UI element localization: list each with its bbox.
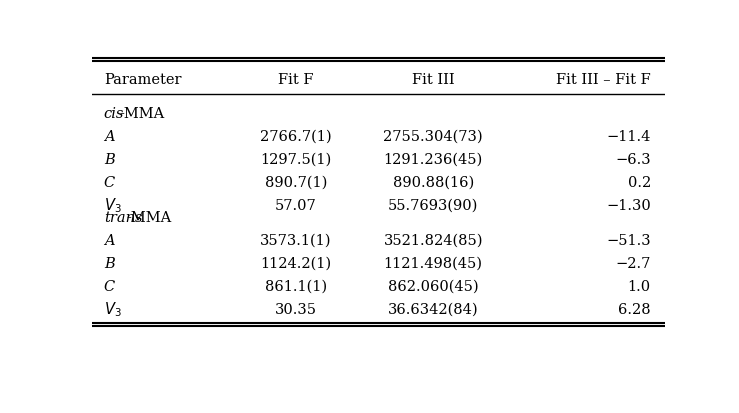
Text: $V_3$: $V_3$: [103, 300, 121, 318]
Text: 30.35: 30.35: [275, 302, 317, 316]
Text: 890.7(1): 890.7(1): [265, 175, 327, 189]
Text: 1121.498(45): 1121.498(45): [384, 256, 483, 271]
Text: Parameter: Parameter: [103, 73, 181, 87]
Text: 3573.1(1): 3573.1(1): [260, 234, 332, 247]
Text: B: B: [103, 152, 115, 166]
Text: 36.6342(84): 36.6342(84): [388, 302, 478, 316]
Text: 2766.7(1): 2766.7(1): [260, 129, 332, 143]
Text: 1124.2(1): 1124.2(1): [260, 256, 331, 271]
Text: −51.3: −51.3: [606, 234, 651, 247]
Text: 0.2: 0.2: [627, 175, 651, 189]
Text: -MMA: -MMA: [127, 211, 172, 225]
Text: 1291.236(45): 1291.236(45): [384, 152, 483, 166]
Text: A: A: [103, 129, 115, 143]
Text: trans: trans: [103, 211, 143, 225]
Text: −6.3: −6.3: [615, 152, 651, 166]
Text: 1.0: 1.0: [627, 279, 651, 293]
Text: 2755.304(73): 2755.304(73): [384, 129, 483, 143]
Text: -MMA: -MMA: [120, 107, 165, 121]
Text: 1297.5(1): 1297.5(1): [260, 152, 331, 166]
Text: $V_3$: $V_3$: [103, 196, 121, 214]
Text: Fit III: Fit III: [412, 73, 454, 87]
Text: 57.07: 57.07: [275, 198, 316, 212]
Text: C: C: [103, 279, 115, 293]
Text: 3521.824(85): 3521.824(85): [384, 234, 483, 247]
Text: −2.7: −2.7: [616, 256, 651, 271]
Text: 55.7693(90): 55.7693(90): [388, 198, 478, 212]
Text: 6.28: 6.28: [618, 302, 651, 316]
Text: C: C: [103, 175, 115, 189]
Text: −1.30: −1.30: [606, 198, 651, 212]
Text: 862.060(45): 862.060(45): [388, 279, 478, 293]
Text: Fit F: Fit F: [278, 73, 313, 87]
Text: −11.4: −11.4: [607, 129, 651, 143]
Text: 861.1(1): 861.1(1): [265, 279, 327, 293]
Text: cis: cis: [103, 107, 124, 121]
Text: B: B: [103, 256, 115, 271]
Text: A: A: [103, 234, 115, 247]
Text: Fit III – Fit F: Fit III – Fit F: [556, 73, 651, 87]
Text: 890.88(16): 890.88(16): [392, 175, 474, 189]
